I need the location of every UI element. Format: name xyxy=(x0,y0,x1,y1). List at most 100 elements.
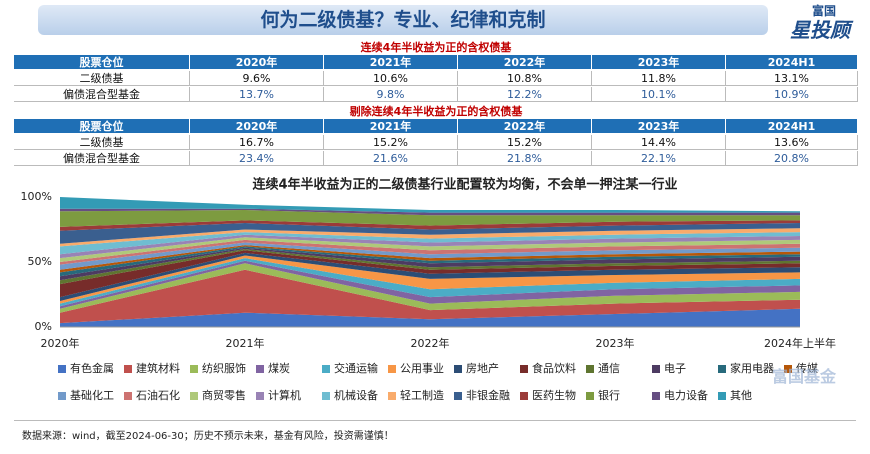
legend-swatch xyxy=(454,392,462,400)
table-cell: 偏债混合型基金 xyxy=(14,87,190,102)
legend-label: 计算机 xyxy=(268,388,301,402)
chart: 连续4年半收益为正的二级债基行业配置较为均衡，不会单一押注某一行业 0% 50% 1… xyxy=(21,177,836,403)
table-header: 2023年 xyxy=(592,119,726,134)
table-cell: 20.8% xyxy=(726,151,858,166)
x-tick-label: 2024年上半年 xyxy=(764,336,836,350)
table-header: 2021年 xyxy=(324,119,458,134)
area xyxy=(60,258,800,307)
logo-top: 富国 xyxy=(812,4,837,18)
legend-label: 煤炭 xyxy=(268,362,290,375)
x-tick-label: 2020年 xyxy=(41,336,80,350)
table-cell: 10.6% xyxy=(324,71,458,86)
table-title: 剔除连续4年半收益为正的含权债基 xyxy=(349,105,523,118)
area xyxy=(60,239,800,265)
legend-swatch xyxy=(58,365,66,373)
legend-swatch xyxy=(124,365,132,373)
table-header: 2022年 xyxy=(458,55,592,70)
table-cell: 13.6% xyxy=(726,135,858,150)
table-cell: 12.2% xyxy=(458,87,592,102)
legend-label: 基础化工 xyxy=(70,388,114,402)
legend-label: 电力设备 xyxy=(664,388,708,402)
table-cell: 9.8% xyxy=(324,87,458,102)
legend-swatch xyxy=(520,392,528,400)
legend-label: 机械设备 xyxy=(334,388,378,402)
x-tick-label: 2021年 xyxy=(226,336,265,350)
legend-label: 家用电器 xyxy=(730,361,774,375)
legend-label: 非银金融 xyxy=(466,388,510,402)
legend-swatch xyxy=(256,392,264,400)
table-cell: 13.1% xyxy=(726,71,858,86)
legend-label: 纺织服饰 xyxy=(202,361,246,375)
legend-swatch xyxy=(586,365,594,373)
table-header: 2021年 xyxy=(324,55,458,70)
legend-label: 传媒 xyxy=(796,362,818,375)
y-tick-label: 0% xyxy=(35,320,52,333)
table-cell: 10.1% xyxy=(592,87,726,102)
area xyxy=(60,260,800,309)
area xyxy=(60,255,800,304)
legend-label: 有色金属 xyxy=(70,361,114,375)
logo-main: 星投顾 xyxy=(790,18,850,42)
table-cell: 9.6% xyxy=(190,71,324,86)
legend-label: 其他 xyxy=(730,389,752,402)
y-tick-label: 50% xyxy=(28,255,52,268)
legend-label: 石油石化 xyxy=(136,388,180,402)
x-tick-label: 2023年 xyxy=(596,336,635,350)
legend-swatch xyxy=(124,392,132,400)
table-cell: 11.8% xyxy=(592,71,726,86)
table-header: 2020年 xyxy=(190,119,324,134)
area xyxy=(60,245,800,273)
legend-swatch xyxy=(652,365,660,373)
table-cell: 偏债混合型基金 xyxy=(14,151,190,166)
legend-label: 商贸零售 xyxy=(202,388,246,402)
legend-label: 通信 xyxy=(598,362,620,375)
area xyxy=(60,223,800,244)
table-header: 2024H1 xyxy=(726,55,858,70)
table-cell: 16.7% xyxy=(190,135,324,150)
legend-swatch xyxy=(388,365,396,373)
legend-label: 房地产 xyxy=(466,361,499,375)
legend-label: 轻工制造 xyxy=(400,388,444,402)
legend-label: 食品饮料 xyxy=(532,361,576,375)
table-header: 股票仓位 xyxy=(14,55,190,70)
area xyxy=(60,197,800,213)
legend-label: 电子 xyxy=(664,362,686,375)
table-cell: 10.8% xyxy=(458,71,592,86)
legend-swatch xyxy=(454,365,462,373)
legend-swatch xyxy=(190,365,198,373)
legend-label: 公用事业 xyxy=(400,362,444,375)
legend-swatch xyxy=(58,392,66,400)
legend-swatch xyxy=(718,392,726,400)
table-cell: 23.4% xyxy=(190,151,324,166)
title-banner: 何为二级债基？专业、纪律和克制 xyxy=(38,5,768,35)
table-cell: 22.1% xyxy=(592,151,726,166)
legend-swatch xyxy=(520,365,528,373)
legend-swatch xyxy=(322,365,330,373)
table-cell: 15.2% xyxy=(324,135,458,150)
legend-swatch xyxy=(388,392,396,400)
legend-swatch xyxy=(586,392,594,400)
legend-label: 银行 xyxy=(598,388,620,402)
table-cell: 二级债基 xyxy=(14,135,190,150)
area xyxy=(60,237,800,262)
chart-title: 连续4年半收益为正的二级债基行业配置较为均衡，不会单一押注某一行业 xyxy=(252,177,677,193)
legend-swatch xyxy=(718,365,726,373)
table-cell: 21.8% xyxy=(458,151,592,166)
table-header: 2020年 xyxy=(190,55,324,70)
table-cell: 15.2% xyxy=(458,135,592,150)
legend-swatch xyxy=(322,392,330,400)
table-header: 2024H1 xyxy=(726,119,858,134)
legend-swatch xyxy=(784,365,792,373)
divider xyxy=(14,420,856,421)
area xyxy=(60,220,800,231)
area xyxy=(60,246,800,277)
legend-label: 建筑材料 xyxy=(136,361,180,375)
table-cell: 10.9% xyxy=(726,87,858,102)
y-tick-label: 100% xyxy=(21,190,52,203)
area xyxy=(60,228,800,247)
table-cell: 21.6% xyxy=(324,151,458,166)
area xyxy=(60,269,800,324)
table-header: 2023年 xyxy=(592,55,726,70)
legend-swatch xyxy=(652,392,660,400)
area xyxy=(60,308,800,327)
